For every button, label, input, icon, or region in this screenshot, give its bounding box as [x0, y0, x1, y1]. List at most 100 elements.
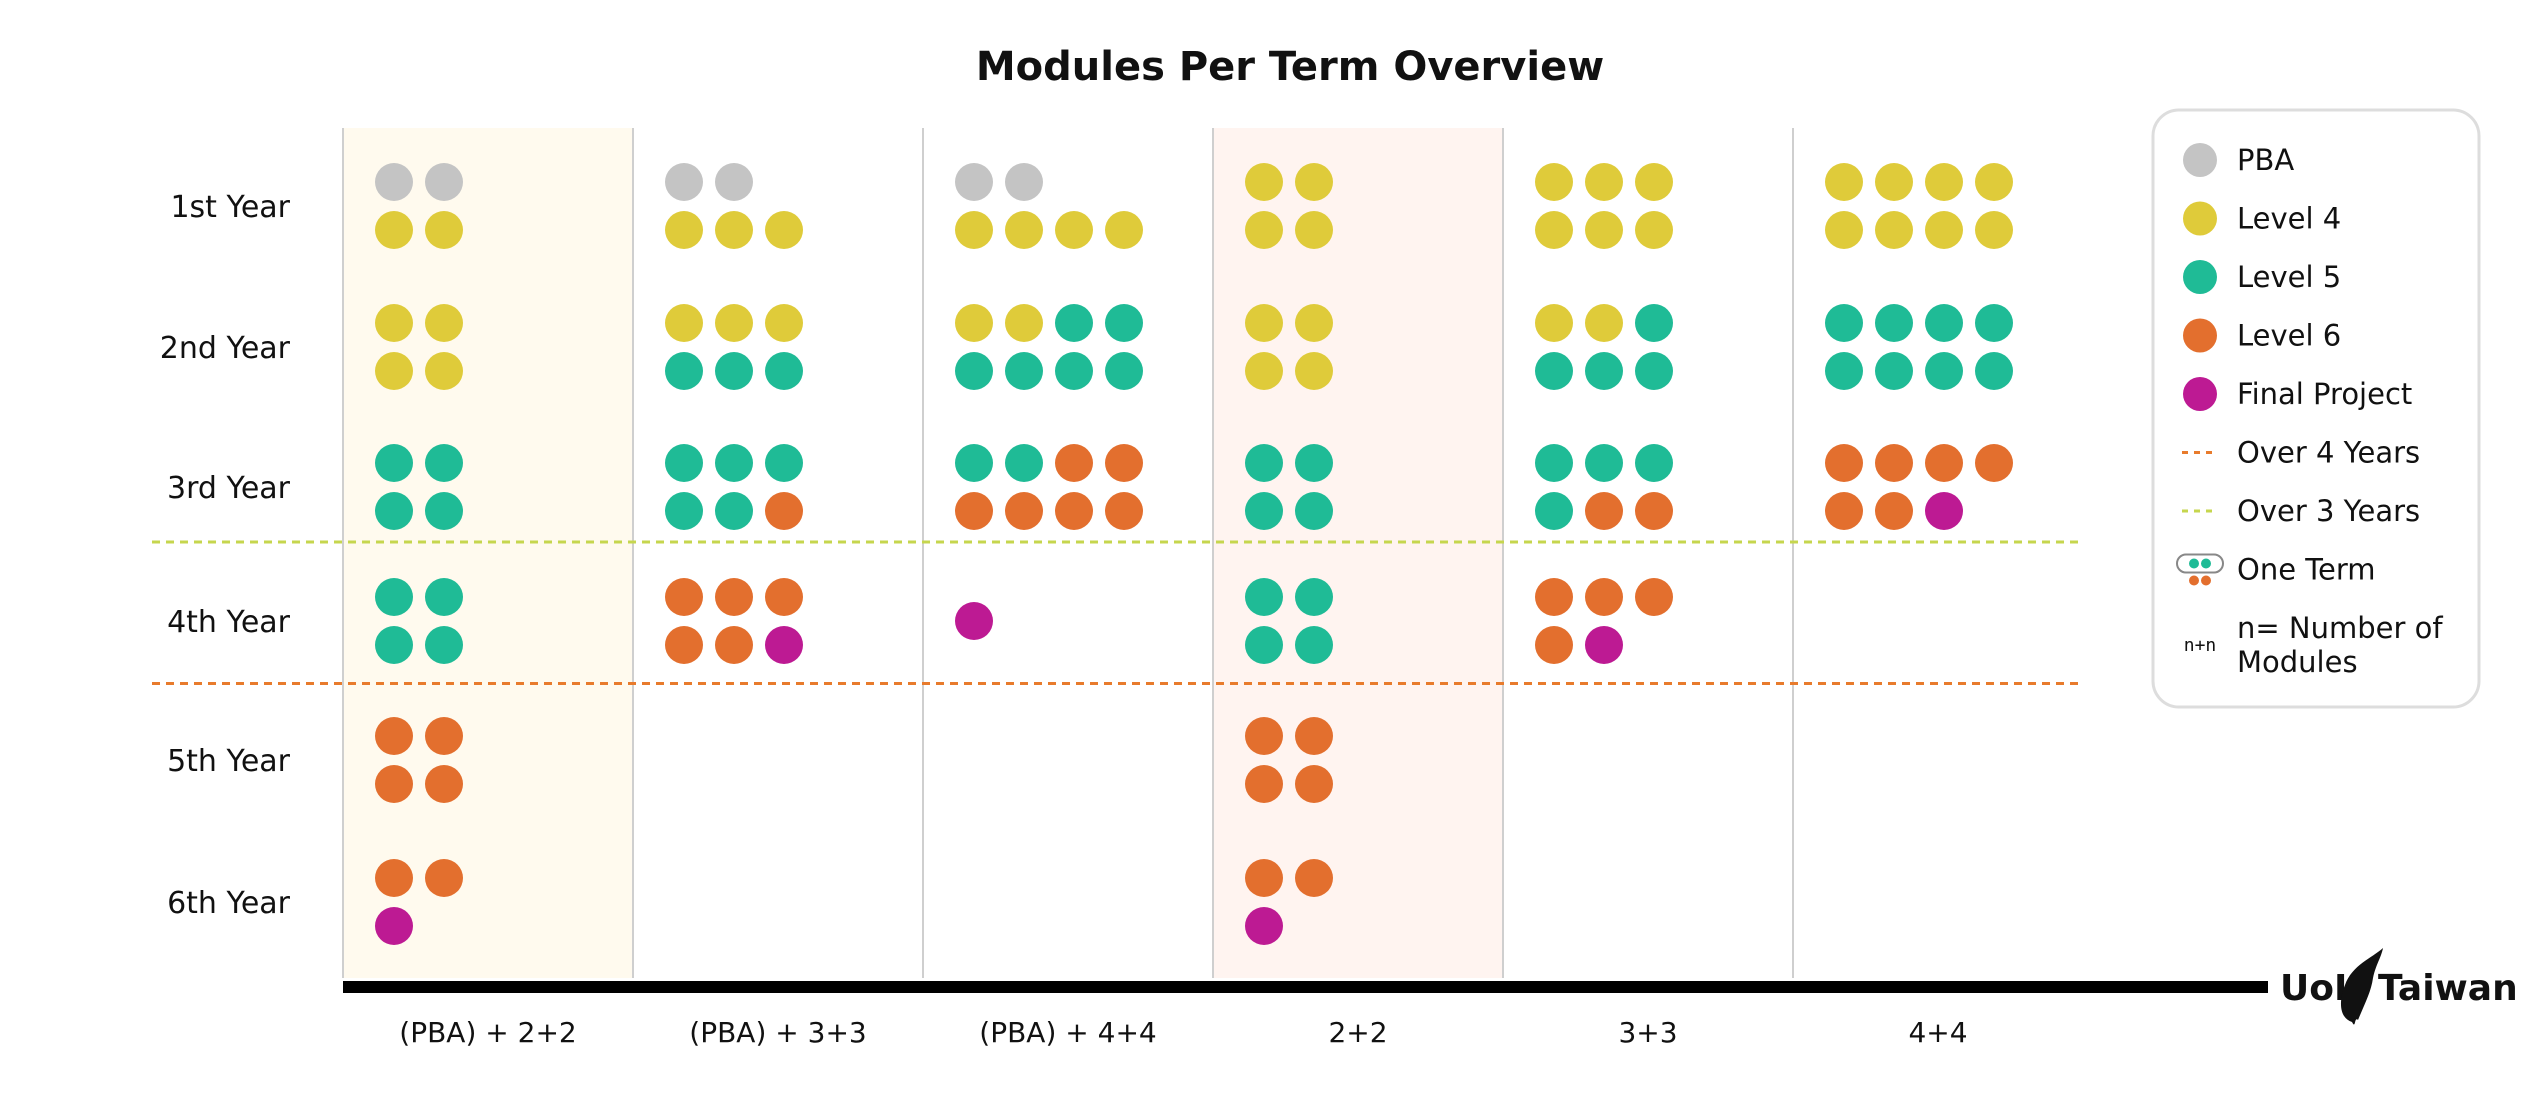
dot-level-4 — [1875, 211, 1913, 249]
dot-level-6 — [955, 492, 993, 530]
dot-level-4 — [1005, 211, 1043, 249]
dot-level-5 — [665, 352, 703, 390]
legend-box — [2151, 108, 2481, 709]
taiwan-silhouette-icon — [2340, 948, 2383, 1025]
dot-level-5 — [1245, 444, 1283, 482]
dot-level-4 — [1825, 211, 1863, 249]
dot-level-5 — [425, 626, 463, 664]
dot-level-5 — [375, 444, 413, 482]
dot-level-4 — [1105, 211, 1143, 249]
dot-level-6 — [1825, 444, 1863, 482]
dot-level-6 — [715, 578, 753, 616]
dot-level-5 — [765, 444, 803, 482]
highlight-band — [1213, 128, 1503, 978]
dot-level-5 — [1295, 444, 1333, 482]
dot-level-5 — [1925, 304, 1963, 342]
dot-level-6 — [1055, 492, 1093, 530]
dot-level-6 — [1875, 492, 1913, 530]
legend-symbol: n+n — [2184, 635, 2217, 656]
dot-pba — [955, 163, 993, 201]
dot-level-4 — [1535, 211, 1573, 249]
dot-level-4 — [1295, 304, 1333, 342]
dot-level-5 — [375, 492, 413, 530]
dot-level-5 — [715, 492, 753, 530]
legend-label: Over 3 Years — [2237, 494, 2420, 528]
dot-level-4 — [1245, 211, 1283, 249]
dot-level-6 — [375, 765, 413, 803]
dot-level-4 — [1295, 352, 1333, 390]
dot-level-6 — [715, 626, 753, 664]
dot-level-4 — [425, 352, 463, 390]
dot-level-6 — [1105, 492, 1143, 530]
dot-level-5 — [1105, 352, 1143, 390]
dot-level-5 — [715, 352, 753, 390]
column-label: 3+3 — [1618, 1016, 1677, 1049]
dot-level-6 — [1585, 578, 1623, 616]
dot-level-6 — [1055, 444, 1093, 482]
dot-level-4 — [1975, 211, 2013, 249]
dot-level-6 — [1245, 859, 1283, 897]
dot-level-4 — [955, 211, 993, 249]
dot-level-4 — [955, 304, 993, 342]
dot-final-project — [1585, 626, 1623, 664]
row-label: 6th Year — [167, 886, 291, 921]
dot-level-5 — [1825, 304, 1863, 342]
dot-level-6 — [765, 492, 803, 530]
dot-level-5 — [1635, 304, 1673, 342]
legend-swatch — [2183, 318, 2217, 353]
dot-level-5 — [1535, 444, 1573, 482]
module-dots — [375, 163, 2013, 945]
dot-level-4 — [715, 304, 753, 342]
one-term-icon — [2176, 553, 2224, 586]
dot-level-5 — [1245, 626, 1283, 664]
legend-label: Final Project — [2237, 377, 2412, 411]
dot-level-4 — [1585, 163, 1623, 201]
dot-level-6 — [1585, 492, 1623, 530]
dot-level-5 — [1975, 304, 2013, 342]
dot-level-4 — [375, 304, 413, 342]
dot-level-4 — [1005, 304, 1043, 342]
legend-swatch — [2183, 143, 2217, 177]
highlight-bands — [343, 128, 1503, 978]
dot-level-6 — [425, 765, 463, 803]
row-label: 4th Year — [167, 605, 291, 640]
dot-level-6 — [1535, 578, 1573, 616]
dot-level-4 — [1635, 211, 1673, 249]
dot-pba — [375, 163, 413, 201]
column-label: (PBA) + 3+3 — [689, 1016, 866, 1049]
dot-level-6 — [375, 859, 413, 897]
dot-level-5 — [1005, 352, 1043, 390]
legend: PBA Level 4 Level 5 Level 6 Final Project Ove… — [2176, 143, 2443, 679]
column-label: (PBA) + 2+2 — [399, 1016, 576, 1049]
dot-level-4 — [665, 304, 703, 342]
dot-level-4 — [1295, 163, 1333, 201]
dot-level-6 — [1925, 444, 1963, 482]
dot-level-5 — [1875, 352, 1913, 390]
dot-level-5 — [1005, 444, 1043, 482]
dot-level-5 — [1535, 352, 1573, 390]
dot-level-6 — [765, 578, 803, 616]
dot-level-5 — [955, 444, 993, 482]
row-label: 2nd Year — [160, 331, 291, 366]
dot-level-4 — [1245, 304, 1283, 342]
legend-label: Over 4 Years — [2237, 436, 2420, 470]
dot-level-5 — [1245, 492, 1283, 530]
dot-level-4 — [1245, 163, 1283, 201]
dot-level-5 — [715, 444, 753, 482]
dot-level-6 — [1245, 717, 1283, 755]
dot-level-5 — [1585, 352, 1623, 390]
dot-level-6 — [665, 626, 703, 664]
legend-swatch — [2183, 201, 2217, 236]
dot-level-5 — [1925, 352, 1963, 390]
dot-level-6 — [1535, 626, 1573, 664]
dot-level-4 — [425, 211, 463, 249]
dot-level-4 — [1975, 163, 2013, 201]
dot-pba — [425, 163, 463, 201]
dot-level-4 — [1245, 352, 1283, 390]
legend-swatch — [2183, 377, 2217, 411]
dot-level-4 — [665, 211, 703, 249]
legend-label: n= Number of — [2237, 611, 2443, 645]
dot-level-4 — [1925, 163, 1963, 201]
dot-level-6 — [1635, 492, 1673, 530]
